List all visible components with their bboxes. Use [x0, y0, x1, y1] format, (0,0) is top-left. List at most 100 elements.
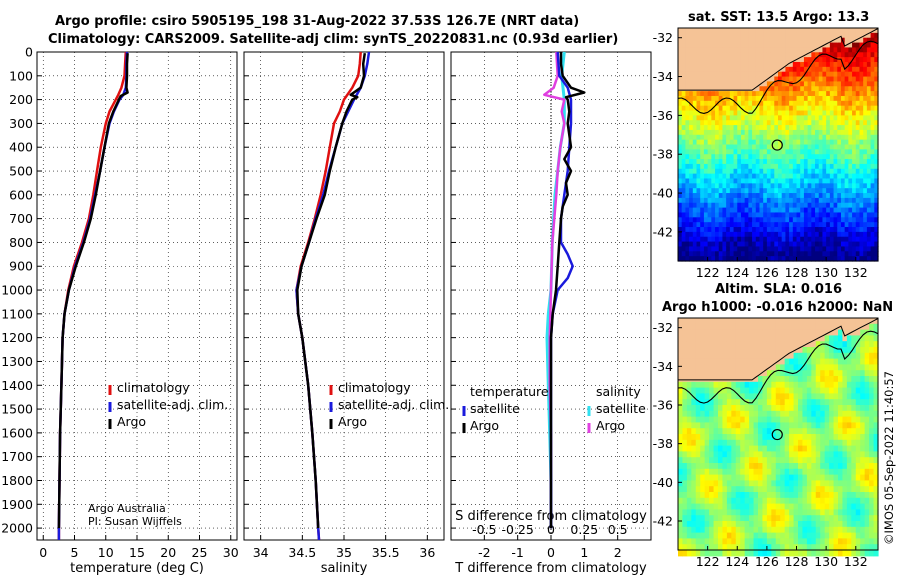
map-cell [848, 66, 853, 73]
map-cell [703, 81, 709, 87]
map-cell [838, 509, 844, 516]
map-cell [829, 120, 835, 126]
map-cell [729, 202, 735, 209]
map-cell [681, 231, 686, 238]
depth-tick-label: 1400 [1, 378, 33, 393]
map-cell [729, 197, 735, 204]
map-cell [759, 207, 764, 214]
map-cell [848, 52, 853, 58]
map-cell [833, 173, 838, 180]
depth-tick-label: 1000 [1, 283, 33, 298]
map-cell [752, 28, 757, 34]
map-cell [784, 422, 790, 429]
map-cell [789, 42, 794, 49]
map-cell [840, 173, 846, 180]
map-cell [866, 57, 872, 63]
map-cell [700, 246, 705, 252]
map-cell [762, 341, 768, 348]
map-cell [789, 86, 794, 92]
map-cell [844, 217, 849, 223]
map-cell [822, 100, 827, 107]
map-cell [840, 246, 846, 252]
map-cell [758, 509, 764, 516]
map-cell [826, 110, 831, 116]
map-cell [822, 61, 827, 68]
map-cell [740, 144, 746, 150]
map-cell [852, 256, 857, 262]
map-cell [796, 227, 801, 233]
map-cell [785, 71, 790, 78]
map-cell [731, 439, 737, 447]
map-cell [789, 149, 794, 155]
map-cell [818, 95, 824, 102]
map-cell [735, 399, 741, 406]
map-cell [770, 241, 775, 248]
map-cell [852, 95, 857, 102]
map-cell [700, 457, 706, 464]
map-cell [793, 422, 799, 429]
map-cell [781, 120, 786, 126]
map-cell [755, 57, 761, 63]
map-cell [780, 364, 786, 371]
map-cell [838, 503, 844, 510]
map-cell [704, 468, 710, 476]
map-cell [718, 197, 724, 204]
map-cell [755, 173, 761, 180]
map-cell [822, 134, 827, 141]
map-cell [740, 110, 746, 116]
map-cell [785, 188, 790, 194]
map-cell [863, 100, 868, 107]
map-cell [802, 364, 808, 371]
map-cell [740, 410, 746, 418]
map-cell [709, 335, 715, 342]
map-cell [837, 207, 842, 214]
map-cell [700, 468, 706, 476]
map-cell [740, 32, 746, 39]
map-cell [775, 335, 781, 342]
map-cell [807, 71, 812, 78]
map-cell [859, 149, 864, 155]
map-cell [789, 129, 794, 136]
map-cell [692, 61, 698, 68]
map-cell [749, 376, 755, 383]
map-cell [852, 173, 857, 180]
map-cell [759, 139, 764, 146]
map-cell [686, 364, 692, 371]
map-cell [855, 352, 861, 360]
map-cell [785, 139, 790, 146]
map-cell [811, 246, 816, 252]
map-cell [859, 110, 864, 116]
map-cell [870, 188, 875, 194]
temperature-xtick-label: 25 [192, 545, 208, 560]
map-cell [770, 134, 775, 141]
map-cell [748, 159, 753, 165]
map-cell [703, 178, 709, 184]
map-cell [793, 381, 799, 389]
map-cell [793, 468, 799, 476]
map-cell [807, 236, 812, 243]
depth-tick-label: 2000 [1, 521, 33, 536]
map-cell [707, 105, 712, 112]
map-cell [822, 217, 827, 223]
map-cell [682, 480, 688, 487]
map-cell [770, 110, 775, 116]
map-cell [715, 217, 720, 223]
map-cell [726, 434, 732, 441]
map-cell [692, 134, 698, 141]
map-cell [735, 434, 741, 441]
map-cell [837, 81, 842, 87]
map-cell [866, 47, 872, 53]
map-cell [682, 439, 688, 447]
map-cell [848, 173, 853, 180]
map-cell [869, 358, 875, 365]
map-cell [851, 381, 857, 389]
map-cell [851, 445, 857, 452]
map-cell [775, 358, 781, 365]
map-cell [840, 91, 846, 97]
map-cell [763, 47, 768, 53]
map-cell [726, 217, 731, 223]
map-cell [703, 159, 709, 165]
map-cell [811, 474, 817, 481]
map-cell [678, 364, 684, 371]
map-cell [722, 515, 728, 522]
